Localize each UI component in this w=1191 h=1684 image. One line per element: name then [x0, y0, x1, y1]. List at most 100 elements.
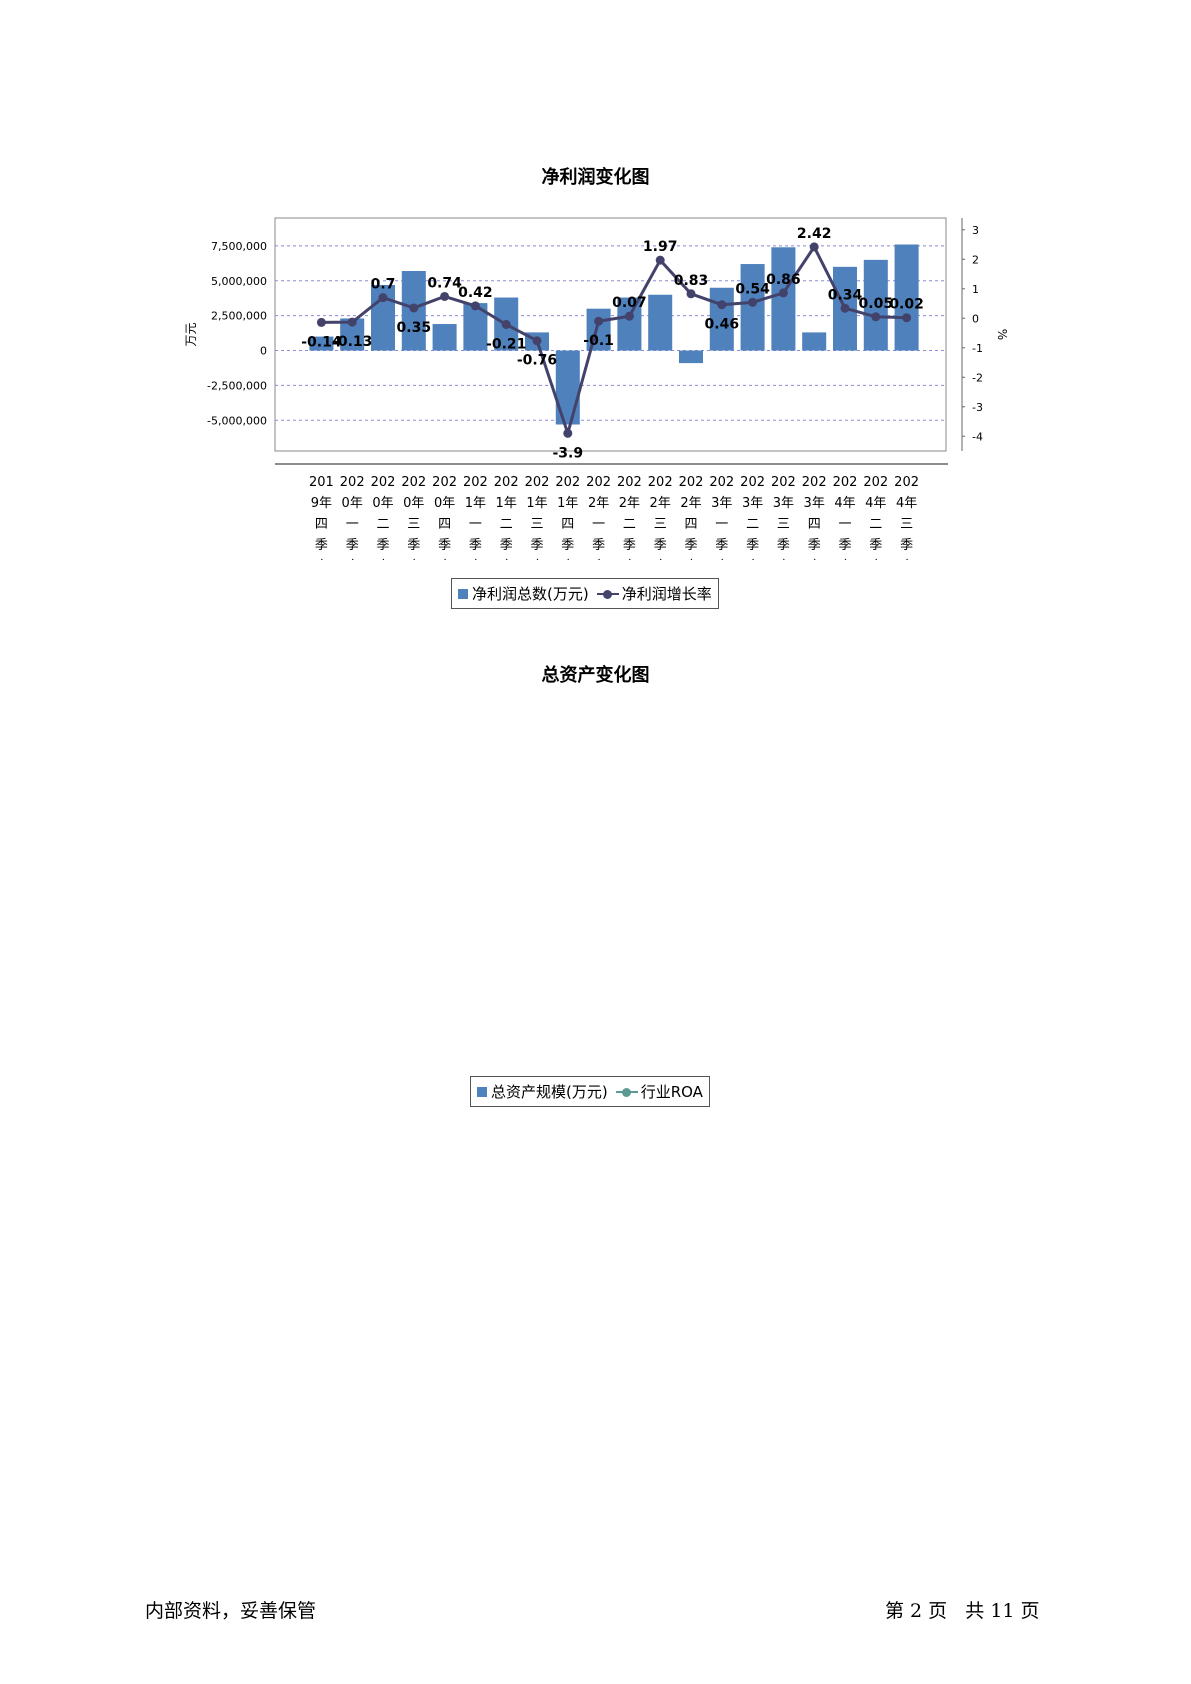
x-tick-label: 季: [623, 538, 636, 553]
data-label: 0.54: [735, 281, 770, 297]
x-tick-label: 二: [500, 517, 513, 532]
bar: [740, 264, 765, 351]
x-tick-label: 0年: [434, 496, 455, 511]
x-tick-label: 4年: [865, 496, 886, 511]
x-tick-label: 度: [438, 558, 451, 560]
line-point: [501, 319, 511, 329]
x-tick-label: 季: [746, 538, 759, 553]
x-tick-label: 度: [654, 558, 667, 560]
line-point: [871, 312, 881, 322]
y-tick-label: -2,500,000: [207, 379, 267, 392]
y-tick-label: -5,000,000: [207, 414, 267, 427]
x-tick-label: 二: [623, 517, 636, 532]
chart2-title: 总资产变化图: [541, 665, 650, 686]
data-label: 0.83: [674, 273, 709, 289]
x-tick-label: 季: [654, 538, 667, 553]
y2-tick-label: -1: [972, 342, 983, 355]
y2-tick-label: 1: [972, 283, 979, 296]
data-label: 0.86: [766, 272, 801, 288]
bar: [709, 287, 734, 351]
legend-bar-label: 净利润总数(万元): [472, 585, 589, 603]
x-tick-label: 202: [494, 475, 519, 490]
x-tick-label: 四: [684, 517, 697, 532]
x-tick-label: 季: [900, 538, 913, 553]
y2-tick-label: -3: [972, 401, 983, 414]
line-point: [686, 289, 696, 299]
x-tick-label: 四: [315, 517, 328, 532]
x-tick-label: 季: [346, 538, 359, 553]
data-label: 0.05: [859, 296, 894, 312]
data-label: 0.35: [397, 320, 432, 336]
legend-line-label: 行业ROA: [640, 1083, 703, 1101]
x-tick-label: 3年: [742, 496, 763, 511]
x-tick-label: 季: [530, 538, 543, 553]
x-tick-label: 202: [863, 475, 888, 490]
line-point: [563, 428, 573, 438]
line-point: [809, 242, 819, 252]
data-label: 0.34: [828, 287, 863, 303]
data-label: 0.42: [458, 285, 493, 301]
x-tick-label: 3年: [711, 496, 732, 511]
legend-bar-swatch: [477, 1086, 487, 1097]
x-tick-label: 202: [340, 475, 365, 490]
data-label: -0.13: [332, 334, 372, 350]
x-tick-label: 202: [679, 475, 704, 490]
x-tick-label: 一: [346, 517, 359, 532]
data-label: -0.21: [486, 336, 526, 352]
x-tick-label: 度: [869, 558, 882, 560]
bar: [894, 244, 919, 351]
data-label: 2.42: [797, 226, 832, 242]
y2-tick-label: -2: [972, 371, 983, 384]
bar: [617, 297, 642, 351]
y2-tick-label: 0: [972, 312, 979, 325]
chart2-legend: 总资产规模(万元) 行业ROA: [470, 1076, 710, 1107]
bar: [586, 308, 611, 351]
x-tick-label: 202: [463, 475, 488, 490]
line-point: [624, 311, 634, 321]
x-tick-label: 2年: [650, 496, 671, 511]
x-tick-label: 度: [592, 558, 605, 560]
legend-bar-label: 总资产规模(万元): [491, 1083, 608, 1101]
data-label: 0.02: [889, 297, 924, 313]
x-tick-label: 202: [432, 475, 457, 490]
bar: [678, 350, 704, 364]
y-tick-label: 0: [260, 345, 267, 358]
x-tick-label: 度: [407, 558, 420, 560]
y-tick-label: 7,500,000: [211, 240, 267, 253]
x-tick-label: 季: [684, 538, 697, 553]
x-tick-label: 三: [654, 517, 667, 532]
y2-tick-label: 3: [972, 224, 979, 237]
line-point: [778, 288, 788, 298]
legend-line-swatch: [615, 1086, 638, 1098]
x-tick-label: 二: [869, 517, 882, 532]
line-point: [594, 316, 604, 326]
bar: [802, 332, 827, 351]
x-tick-label: 二: [376, 517, 389, 532]
data-label: 0.46: [705, 317, 740, 333]
x-tick-label: 度: [530, 558, 543, 560]
line-point: [748, 297, 758, 307]
x-tick-label: 3年: [773, 496, 794, 511]
bar: [863, 259, 888, 351]
x-tick-label: 二: [746, 517, 759, 532]
x-tick-label: 202: [740, 475, 765, 490]
x-tick-label: 度: [376, 558, 389, 560]
data-label: 0.74: [427, 275, 462, 291]
x-tick-label: 度: [777, 558, 790, 560]
x-tick-label: 202: [525, 475, 550, 490]
x-tick-label: 202: [401, 475, 426, 490]
line-point: [532, 336, 542, 346]
x-tick-label: 4年: [834, 496, 855, 511]
x-tick-label: 202: [709, 475, 734, 490]
x-tick-label: 4年: [896, 496, 917, 511]
x-tick-label: 季: [838, 538, 851, 553]
x-tick-label: 三: [900, 517, 913, 532]
x-tick-label: 202: [586, 475, 611, 490]
x-tick-label: 四: [561, 517, 574, 532]
x-tick-label: 202: [802, 475, 827, 490]
x-tick-label: 度: [346, 558, 359, 560]
x-tick-label: 一: [592, 517, 605, 532]
x-tick-label: 9年: [311, 496, 332, 511]
x-tick-label: 202: [555, 475, 580, 490]
x-tick-label: 四: [808, 517, 821, 532]
